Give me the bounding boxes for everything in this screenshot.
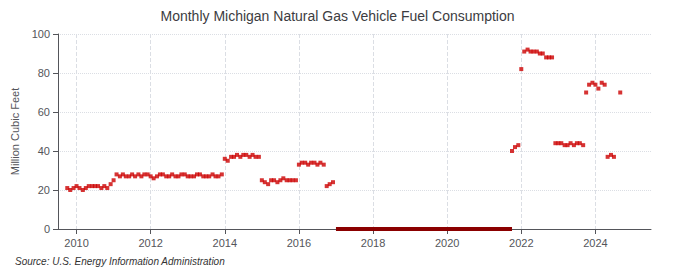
svg-text:100: 100 [32,28,50,40]
svg-text:2016: 2016 [287,237,311,249]
svg-text:60: 60 [38,106,50,118]
svg-text:40: 40 [38,145,50,157]
svg-text:2020: 2020 [435,237,459,249]
svg-text:0: 0 [44,223,50,235]
svg-text:20: 20 [38,184,50,196]
svg-text:Source: U.S. Energy Informatio: Source: U.S. Energy Information Administ… [15,256,225,267]
svg-text:2024: 2024 [583,237,607,249]
svg-text:2014: 2014 [213,237,237,249]
svg-text:2022: 2022 [509,237,533,249]
svg-text:Million Cubic Feet: Million Cubic Feet [9,88,21,175]
svg-text:2012: 2012 [138,237,162,249]
svg-text:2010: 2010 [64,237,88,249]
svg-text:Monthly Michigan Natural Gas V: Monthly Michigan Natural Gas Vehicle Fue… [160,8,514,24]
svg-text:2018: 2018 [361,237,385,249]
svg-text:80: 80 [38,67,50,79]
